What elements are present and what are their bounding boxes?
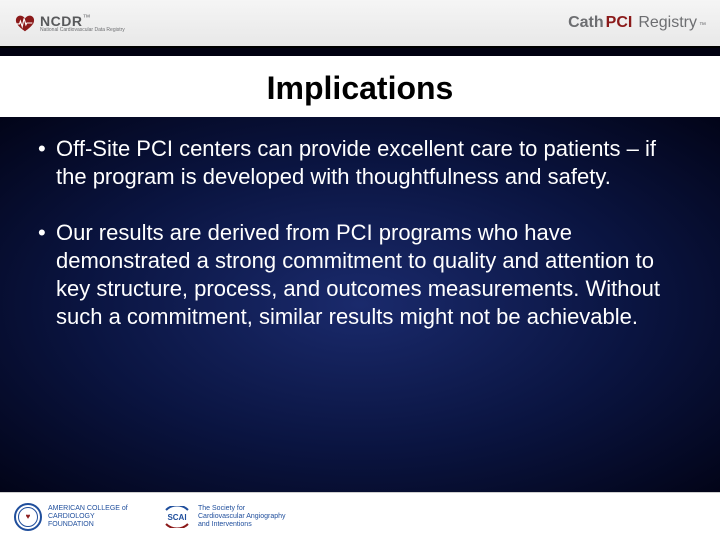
scai-logo-text: The Society for Cardiovascular Angiograp…	[198, 505, 288, 529]
cathpci-tm: ™	[699, 22, 706, 29]
cathpci-pci: PCI	[606, 14, 633, 32]
acc-logo-text: AMERICAN COLLEGE of CARDIOLOGY FOUNDATIO…	[48, 505, 138, 529]
bullet-text: Our results are derived from PCI program…	[56, 219, 682, 331]
acc-logo: ♥ AMERICAN COLLEGE of CARDIOLOGY FOUNDAT…	[14, 503, 138, 531]
ncdr-text-block: NCDR ™ National Cardiovascular Data Regi…	[40, 13, 125, 33]
cathpci-logo: CathPCI Registry ™	[568, 14, 706, 32]
bullet-dot-icon: •	[38, 219, 56, 331]
scai-mark-icon: SCAI	[162, 506, 192, 528]
ncdr-logo-subtext: National Cardiovascular Data Registry	[40, 27, 125, 33]
content-area: • Off-Site PCI centers can provide excel…	[0, 117, 720, 492]
ncdr-heart-icon	[14, 12, 36, 34]
bullet-dot-icon: •	[38, 135, 56, 191]
scai-label-text: SCAI	[167, 513, 186, 522]
acc-seal-heart-icon: ♥	[26, 512, 31, 521]
ncdr-tm: ™	[82, 13, 90, 22]
acc-seal-icon: ♥	[14, 503, 42, 531]
scai-logo: SCAI The Society for Cardiovascular Angi…	[162, 505, 288, 529]
cathpci-registry: Registry	[638, 14, 697, 32]
slide-title: Implications	[0, 70, 720, 107]
ncdr-logo: NCDR ™ National Cardiovascular Data Regi…	[14, 12, 125, 34]
title-area: Implications	[0, 56, 720, 117]
cathpci-cath: Cath	[568, 14, 604, 32]
header-bar: NCDR ™ National Cardiovascular Data Regi…	[0, 0, 720, 48]
slide: NCDR ™ National Cardiovascular Data Regi…	[0, 0, 720, 540]
dark-strip	[0, 48, 720, 56]
footer-bar: ♥ AMERICAN COLLEGE of CARDIOLOGY FOUNDAT…	[0, 492, 720, 540]
bullet-item: • Our results are derived from PCI progr…	[38, 219, 682, 331]
bullet-item: • Off-Site PCI centers can provide excel…	[38, 135, 682, 191]
bullet-text: Off-Site PCI centers can provide excelle…	[56, 135, 682, 191]
